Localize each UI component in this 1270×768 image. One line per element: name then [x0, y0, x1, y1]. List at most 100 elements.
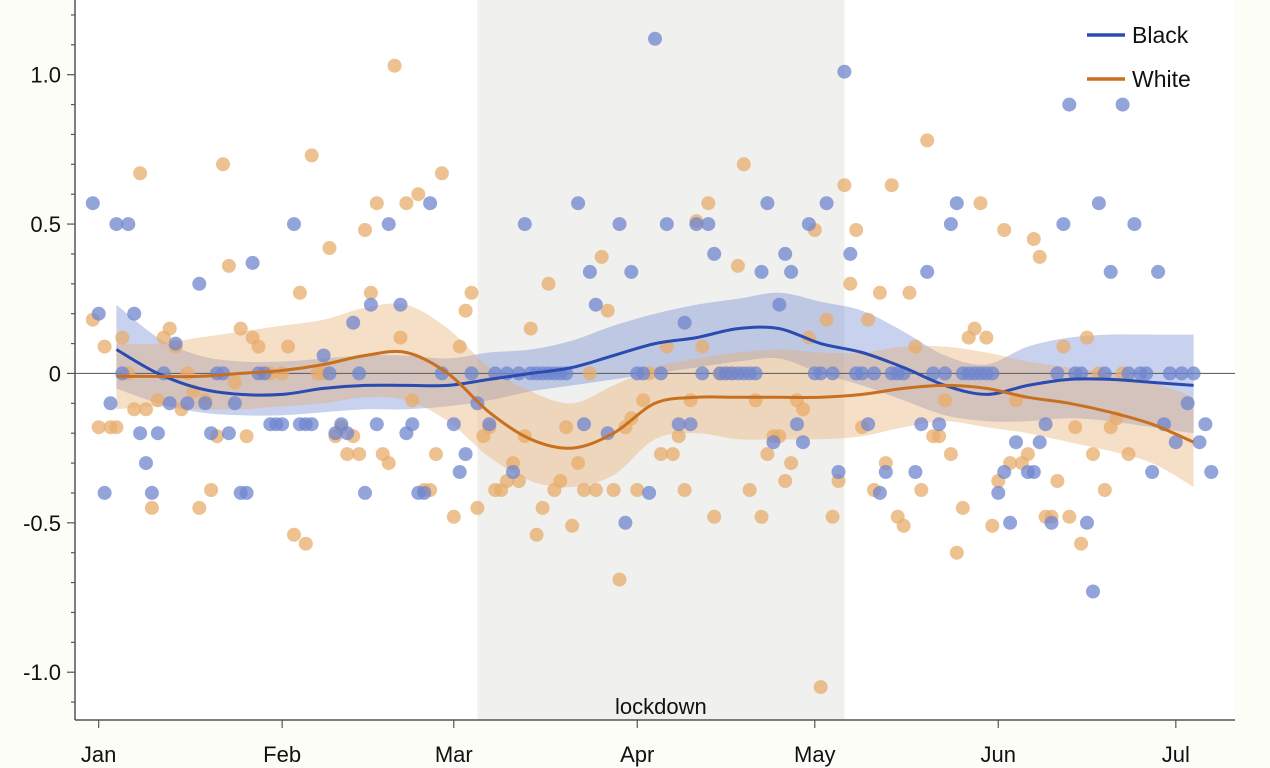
point-black: [1198, 417, 1213, 432]
point-white: [133, 166, 148, 181]
confidence-band-white: [116, 303, 1194, 488]
point-white: [973, 196, 988, 211]
point-white: [837, 178, 852, 193]
point-white: [559, 420, 574, 435]
axes-layer: 1.0 0.5 0 -0.5 -1.0 Jan Feb Mar Apr May Jun Jul: [23, 0, 1235, 767]
point-black: [1091, 196, 1106, 211]
point-black: [778, 246, 793, 261]
point-black: [843, 246, 858, 261]
point-black: [582, 264, 597, 279]
point-black: [855, 366, 870, 381]
point-black: [1180, 396, 1195, 411]
lockdown-label: lockdown: [615, 694, 707, 719]
point-white: [653, 447, 668, 462]
point-black: [239, 485, 254, 500]
point-black: [683, 417, 698, 432]
point-white: [997, 223, 1012, 237]
point-black: [642, 485, 657, 500]
point-white: [985, 518, 1000, 533]
point-white: [298, 536, 313, 551]
y-tick-label: 1.0: [30, 63, 61, 88]
confidence-band-layer: [116, 292, 1194, 488]
point-white: [677, 483, 692, 497]
x-tick-label: Feb: [263, 742, 301, 767]
point-black: [831, 465, 846, 479]
point-white: [405, 393, 420, 408]
point-black: [1168, 435, 1183, 450]
point-black: [1186, 366, 1201, 381]
point-white: [429, 447, 443, 462]
point-black: [796, 435, 810, 450]
point-black: [671, 417, 686, 432]
point-black: [458, 447, 473, 462]
point-black: [926, 366, 941, 381]
point-white: [369, 196, 384, 211]
point-black: [1139, 366, 1154, 381]
point-black: [91, 306, 106, 321]
point-black: [878, 465, 893, 479]
y-tick-label: -0.5: [23, 511, 61, 536]
y-tick-label: 0.5: [30, 212, 61, 237]
point-black: [943, 217, 958, 232]
point-black: [1050, 366, 1065, 381]
point-white: [458, 303, 473, 318]
point-black: [772, 297, 787, 312]
point-white: [943, 447, 958, 462]
point-black: [417, 485, 432, 500]
point-white: [671, 429, 686, 444]
point-black: [162, 396, 177, 411]
point-black: [754, 264, 769, 279]
point-black: [938, 366, 952, 381]
point-white: [902, 285, 917, 300]
point-white: [452, 339, 467, 354]
legend: Black White: [1087, 22, 1191, 92]
point-white: [730, 258, 745, 273]
point-black: [659, 217, 674, 232]
points-layer: [85, 31, 1219, 695]
point-black: [689, 217, 704, 232]
point-white: [1074, 536, 1089, 551]
point-black: [1115, 97, 1130, 112]
point-white: [582, 366, 597, 381]
point-white: [304, 148, 319, 163]
point-black: [464, 366, 479, 381]
point-black: [612, 217, 627, 232]
point-white: [565, 518, 580, 533]
point-white: [399, 196, 414, 211]
point-white: [553, 474, 568, 488]
point-black: [127, 306, 142, 321]
point-black: [381, 217, 396, 232]
point-white: [979, 330, 994, 345]
point-black: [103, 396, 118, 411]
point-white: [920, 133, 935, 148]
x-tick-label: Jun: [981, 742, 1016, 767]
point-white: [588, 483, 603, 497]
point-white: [162, 321, 177, 336]
point-white: [665, 447, 680, 462]
point-white: [778, 474, 793, 488]
point-black: [121, 217, 136, 232]
point-white: [411, 187, 426, 202]
point-black: [1044, 515, 1059, 530]
point-black: [115, 366, 130, 381]
point-black: [221, 426, 236, 441]
point-white: [600, 303, 615, 318]
point-black: [1009, 435, 1023, 450]
point-black: [85, 196, 100, 211]
point-black: [358, 485, 372, 500]
point-black: [920, 264, 935, 279]
point-white: [861, 312, 876, 327]
point-black: [1056, 217, 1071, 232]
point-black: [825, 366, 840, 381]
point-white: [227, 375, 242, 390]
point-white: [221, 258, 236, 273]
point-white: [819, 312, 834, 327]
x-tick-label: Jan: [81, 742, 116, 767]
point-white: [470, 500, 485, 515]
point-white: [1121, 447, 1136, 462]
point-black: [867, 366, 881, 381]
point-black: [701, 217, 716, 232]
point-black: [677, 315, 692, 330]
point-black: [1204, 465, 1219, 479]
point-white: [695, 339, 710, 354]
